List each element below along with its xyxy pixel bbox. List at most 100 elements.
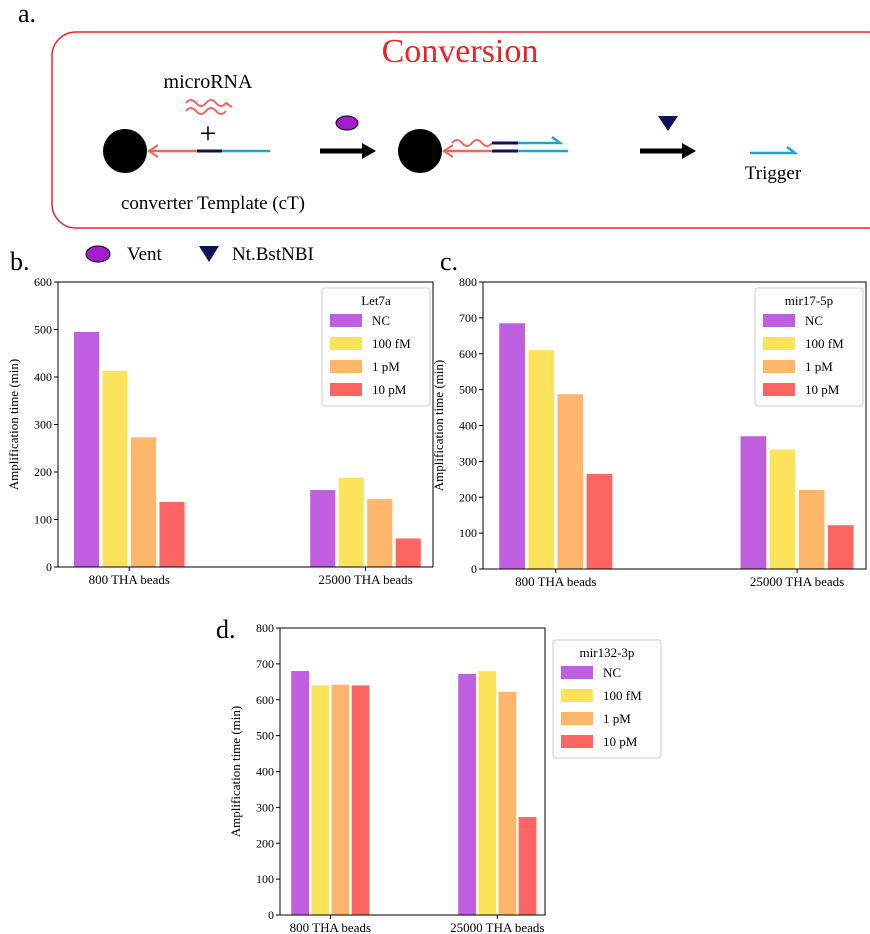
template-head xyxy=(147,144,159,158)
legend-label: 1 pM xyxy=(372,359,400,374)
bar xyxy=(291,671,310,915)
bar xyxy=(478,671,497,915)
y-tick-label: 400 xyxy=(256,765,274,779)
enzyme-label: Nt.BstNBI xyxy=(232,244,314,265)
legend-title: Let7a xyxy=(361,293,391,308)
y-tick-label: 100 xyxy=(34,513,52,527)
arrow-head xyxy=(362,143,376,159)
bar xyxy=(102,370,128,567)
legend-label: 1 pM xyxy=(805,359,833,374)
bar xyxy=(310,490,336,567)
y-tick-label: 600 xyxy=(459,347,477,361)
y-tick-label: 200 xyxy=(459,490,477,504)
y-tick-label: 700 xyxy=(459,311,477,325)
legend-swatch xyxy=(330,360,362,373)
legend-swatch xyxy=(763,314,795,327)
legend-label: 10 pM xyxy=(372,382,407,397)
y-tick-label: 0 xyxy=(46,560,52,574)
y-tick-label: 700 xyxy=(256,657,274,671)
legend-swatch xyxy=(763,360,795,373)
legend-swatch xyxy=(561,689,593,702)
bar xyxy=(331,684,350,915)
y-tick-label: 400 xyxy=(34,370,52,384)
bar xyxy=(311,685,330,915)
vent-icon xyxy=(335,115,359,131)
legend-swatch xyxy=(330,314,362,327)
bead xyxy=(398,129,442,173)
bar xyxy=(395,538,421,567)
diagram-title: Conversion xyxy=(382,33,539,70)
y-tick-label: 800 xyxy=(459,275,477,289)
legend-swatch xyxy=(330,337,362,350)
panel-label: c. xyxy=(440,247,458,276)
x-tick-label: 800 THA beads xyxy=(89,572,170,587)
y-tick-label: 500 xyxy=(459,383,477,397)
y-tick-label: 100 xyxy=(256,872,274,886)
y-tick-label: 400 xyxy=(459,419,477,433)
panel-label: a. xyxy=(18,0,36,28)
y-tick-label: 500 xyxy=(34,323,52,337)
y-tick-label: 0 xyxy=(268,908,274,922)
y-tick-label: 500 xyxy=(256,729,274,743)
legend-label: NC xyxy=(805,313,823,328)
panel-label: b. xyxy=(10,247,30,276)
template-head xyxy=(442,144,454,158)
legend-swatch xyxy=(763,383,795,396)
x-tick-label: 800 THA beads xyxy=(290,920,371,934)
y-tick-label: 600 xyxy=(34,275,52,289)
legend-label: NC xyxy=(603,665,621,680)
bar xyxy=(73,331,100,567)
x-tick-label: 800 THA beads xyxy=(515,574,596,589)
legend-swatch xyxy=(561,712,593,725)
trigger-strand xyxy=(750,146,799,155)
bar xyxy=(367,499,393,567)
legend-label: 1 pM xyxy=(603,711,631,726)
x-tick-label: 25000 THA beads xyxy=(318,572,412,587)
y-tick-label: 300 xyxy=(459,454,477,468)
x-tick-label: 25000 THA beads xyxy=(450,920,544,934)
y-tick-label: 300 xyxy=(256,800,274,814)
bar xyxy=(769,449,796,569)
legend-title: mir17-5p xyxy=(785,293,833,308)
y-tick-label: 0 xyxy=(471,562,477,576)
arrow-head xyxy=(682,143,696,159)
microrna-strand xyxy=(185,99,233,115)
y-axis-label: Amplification time (min) xyxy=(228,706,243,837)
y-tick-label: 800 xyxy=(256,621,274,635)
nickase-icon xyxy=(658,116,678,131)
legend-label: 100 fM xyxy=(372,336,411,351)
nickase-icon xyxy=(199,246,219,262)
bar xyxy=(458,673,476,915)
legend-swatch xyxy=(763,337,795,350)
legend-swatch xyxy=(330,383,362,396)
y-tick-label: 600 xyxy=(256,693,274,707)
extension-cyan xyxy=(518,136,564,145)
conversion-box xyxy=(51,31,870,229)
microrna-label: microRNA xyxy=(164,71,253,93)
legend-label: 10 pM xyxy=(603,734,638,749)
panel-label: d. xyxy=(216,615,236,644)
bar xyxy=(740,436,767,569)
bar xyxy=(827,525,854,569)
bead xyxy=(103,129,147,173)
bar xyxy=(586,473,613,569)
y-tick-label: 300 xyxy=(34,418,52,432)
legend-label: NC xyxy=(372,313,390,328)
y-tick-label: 200 xyxy=(256,836,274,850)
legend-label: 100 fM xyxy=(603,688,642,703)
bar xyxy=(498,691,517,915)
vent-icon xyxy=(85,245,111,263)
legend-title: mir132-3p xyxy=(580,645,635,660)
template-label: converter Template (cT) xyxy=(121,193,305,214)
y-tick-label: 100 xyxy=(459,526,477,540)
y-tick-label: 200 xyxy=(34,465,52,479)
legend-label: 10 pM xyxy=(805,382,840,397)
bar xyxy=(798,490,825,569)
y-axis-label: Amplification time (min) xyxy=(6,359,21,490)
legend-swatch xyxy=(561,735,593,748)
legend-label: 100 fM xyxy=(805,336,844,351)
x-tick-label: 25000 THA beads xyxy=(750,574,844,589)
plus-sign: + xyxy=(200,117,217,150)
bar xyxy=(130,437,157,567)
